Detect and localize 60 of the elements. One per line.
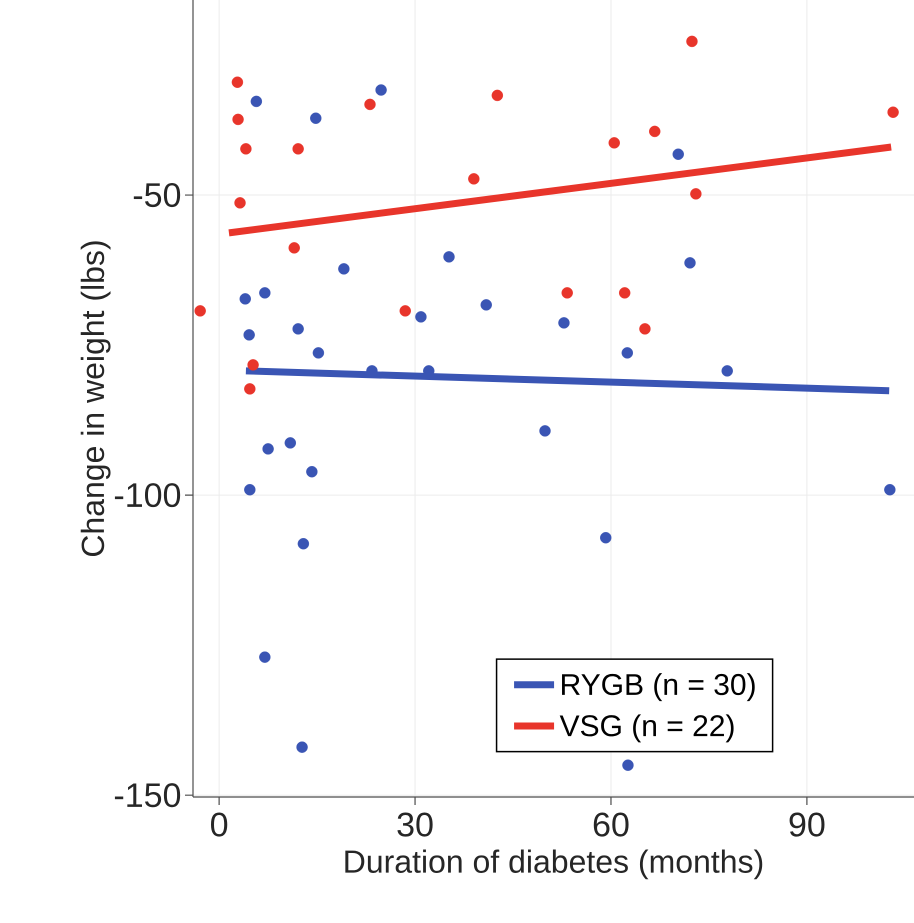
- x-tick-label: 0: [211, 812, 228, 837]
- point: [618, 287, 630, 299]
- point: [415, 311, 427, 323]
- point: [562, 287, 573, 299]
- point: [288, 242, 300, 254]
- point: [722, 365, 733, 377]
- point: [262, 443, 274, 455]
- point: [284, 437, 296, 449]
- point: [375, 84, 387, 96]
- point: [686, 36, 698, 48]
- point: [310, 112, 322, 124]
- point: [639, 323, 651, 335]
- point: [244, 484, 256, 496]
- point: [672, 148, 684, 160]
- x-tick-label: 60: [594, 812, 629, 837]
- point: [887, 106, 899, 118]
- point: [622, 759, 634, 771]
- point: [312, 347, 324, 359]
- point: [600, 532, 612, 544]
- point: [232, 114, 244, 126]
- point: [400, 305, 411, 317]
- y-tick-label: -100: [114, 483, 180, 508]
- point: [259, 651, 271, 663]
- x-tick-label: 90: [790, 812, 824, 837]
- point: [298, 538, 310, 550]
- point: [250, 96, 262, 108]
- point: [232, 76, 244, 88]
- y-axis-title: Change in weight (lbs): [80, 241, 111, 556]
- legend-label: VSG (n = 22): [560, 714, 734, 742]
- point: [539, 425, 551, 437]
- point: [364, 98, 376, 110]
- point: [558, 317, 570, 329]
- point: [468, 173, 480, 185]
- point: [234, 197, 246, 209]
- point: [608, 137, 620, 149]
- point: [292, 323, 304, 335]
- x-axis-title: Duration of diabetes (months): [345, 849, 762, 880]
- point: [492, 90, 504, 102]
- point: [338, 263, 350, 275]
- point: [259, 287, 271, 299]
- point: [240, 143, 252, 155]
- point: [244, 383, 256, 395]
- legend-label: RYGB (n = 30): [562, 673, 755, 702]
- point: [247, 359, 259, 371]
- point: [622, 347, 633, 359]
- point: [480, 299, 492, 311]
- point: [690, 188, 702, 200]
- point: [684, 257, 696, 269]
- point: [443, 251, 455, 263]
- x-tick-label: 30: [397, 812, 433, 837]
- point: [884, 484, 896, 496]
- y-tick-label: -50: [134, 183, 180, 208]
- point: [194, 305, 206, 317]
- point: [649, 126, 660, 138]
- point: [306, 466, 318, 478]
- point: [243, 329, 255, 341]
- point: [292, 143, 304, 155]
- point: [240, 293, 251, 305]
- y-tick-label: -150: [114, 783, 180, 808]
- point: [296, 741, 308, 753]
